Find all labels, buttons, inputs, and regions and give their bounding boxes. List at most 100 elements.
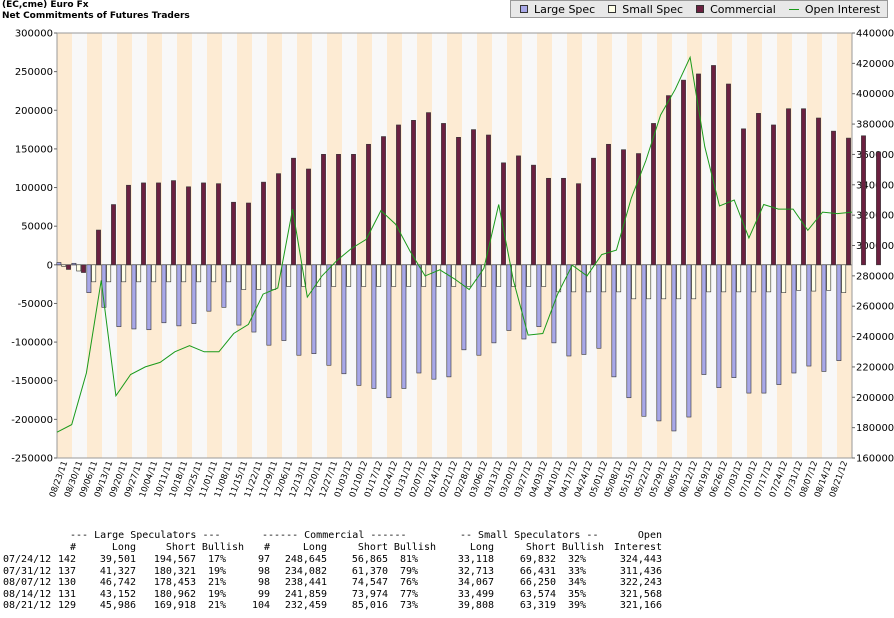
stats-table: --- Large Speculators --- ------ Commerc… bbox=[0, 530, 894, 618]
bar-commercial bbox=[456, 137, 461, 266]
stats-cell-oi: 324,443 bbox=[619, 554, 662, 565]
grid-band bbox=[252, 33, 267, 458]
bar-large-spec bbox=[671, 264, 677, 432]
bar-commercial bbox=[411, 120, 416, 266]
stats-cell-date: 08/07/12 bbox=[3, 577, 52, 588]
bar-commercial bbox=[771, 124, 776, 266]
bar-large-spec bbox=[836, 264, 842, 361]
stats-cell-s3: 63,574 bbox=[519, 588, 556, 600]
stats-cell-date: 07/31/12 bbox=[3, 565, 52, 577]
grid-band bbox=[87, 33, 102, 458]
left-axis-tick-label: 50000 bbox=[21, 222, 53, 233]
bar-small-spec bbox=[541, 264, 547, 287]
stats-cell-s1: 178,453 bbox=[153, 577, 196, 588]
left-axis-tick-label: -250000 bbox=[11, 454, 53, 465]
bar-small-spec bbox=[436, 264, 442, 287]
bar-commercial bbox=[711, 65, 716, 266]
bar-small-spec bbox=[646, 264, 652, 300]
stats-cell-s1: 169,918 bbox=[153, 600, 196, 611]
stats-row: 07/24/12 142 39,501 194,567 17% 97 248,645 56,8… bbox=[0, 554, 894, 566]
bar-large-spec bbox=[596, 264, 602, 349]
bar-small-spec bbox=[136, 264, 142, 283]
left-axis-tick-label: -100000 bbox=[11, 338, 53, 349]
bar-small-spec bbox=[766, 264, 772, 293]
bar-large-spec bbox=[236, 264, 242, 326]
stats-cell-n2: 98 bbox=[257, 577, 270, 588]
bar-small-spec bbox=[751, 264, 757, 293]
col-header-count: # bbox=[69, 542, 76, 553]
col-header-bullish: Bullish bbox=[201, 542, 244, 553]
bar-commercial bbox=[306, 168, 311, 266]
large-speculators-group-label: --- Large Speculators --- bbox=[70, 530, 221, 541]
bar-small-spec bbox=[361, 264, 367, 287]
bar-commercial bbox=[231, 201, 236, 266]
bar-large-spec bbox=[716, 264, 722, 388]
stats-cell-l2: 248,645 bbox=[284, 554, 327, 565]
col-header-count: # bbox=[263, 542, 270, 553]
stats-cell-b1: 19% bbox=[207, 588, 226, 600]
stats-cell-b2: 81% bbox=[399, 554, 418, 565]
bar-large-spec bbox=[731, 264, 737, 378]
bar-large-spec bbox=[116, 264, 122, 327]
bar-commercial bbox=[846, 137, 851, 266]
bar-commercial bbox=[171, 180, 176, 266]
bar-commercial bbox=[366, 143, 371, 266]
bar-large-spec bbox=[656, 264, 662, 422]
bar-commercial bbox=[111, 204, 116, 266]
stats-cell-n1: 130 bbox=[57, 577, 76, 588]
bar-commercial bbox=[141, 182, 146, 266]
stats-cell-l3: 33,118 bbox=[457, 554, 494, 565]
legend-label: Large Spec bbox=[534, 2, 596, 16]
bar-large-spec bbox=[536, 264, 542, 327]
bar-large-spec bbox=[161, 264, 167, 324]
stats-cell-l3: 39,808 bbox=[457, 600, 494, 611]
bar-small-spec bbox=[391, 264, 397, 287]
bar-commercial bbox=[816, 117, 821, 266]
stats-cell-b3: 39% bbox=[567, 600, 586, 611]
bar-small-spec bbox=[736, 264, 742, 293]
bar-small-spec bbox=[841, 264, 847, 293]
bar-commercial bbox=[66, 264, 71, 270]
bar-small-spec bbox=[466, 264, 472, 287]
bar-commercial bbox=[561, 177, 566, 266]
bar-large-spec bbox=[581, 264, 587, 355]
stats-cell-l1: 45,986 bbox=[99, 600, 136, 611]
stats-cell-n2: 99 bbox=[257, 588, 270, 600]
bar-commercial bbox=[186, 186, 191, 266]
stats-cell-date: 07/24/12 bbox=[3, 554, 52, 565]
stats-cell-s2: 74,547 bbox=[351, 577, 388, 588]
bar-small-spec bbox=[76, 264, 82, 272]
grid-band bbox=[222, 33, 237, 458]
grid-band bbox=[492, 33, 507, 458]
large-spec-swatch-icon bbox=[520, 5, 528, 13]
bar-large-spec bbox=[86, 264, 92, 293]
left-axis-tick-label: 300000 bbox=[15, 29, 53, 40]
bar-commercial bbox=[246, 202, 251, 266]
bar-small-spec bbox=[376, 264, 382, 287]
bar-small-spec bbox=[211, 264, 217, 283]
stats-cell-date: 08/14/12 bbox=[3, 588, 52, 600]
bar-large-spec bbox=[791, 264, 797, 374]
bar-commercial bbox=[591, 157, 596, 266]
open-interest-line bbox=[56, 55, 853, 433]
bar-large-spec bbox=[701, 264, 707, 375]
bar-large-spec bbox=[611, 264, 617, 378]
bar-small-spec bbox=[781, 264, 787, 293]
right-axis-tick-label: 360000 bbox=[856, 150, 894, 161]
grid-band bbox=[507, 33, 522, 458]
legend-label: Small Spec bbox=[622, 2, 684, 16]
stats-cell-l2: 232,459 bbox=[284, 600, 327, 611]
bar-small-spec bbox=[61, 264, 67, 267]
bar-commercial bbox=[426, 112, 431, 266]
commercial-group-label: ------ Commercial ------ bbox=[262, 530, 407, 541]
right-axis-tick-label: 380000 bbox=[856, 120, 894, 131]
bar-large-spec bbox=[446, 264, 452, 378]
open-interest-line-icon bbox=[788, 8, 799, 10]
bar-commercial bbox=[636, 153, 641, 266]
bar-large-spec bbox=[131, 264, 137, 330]
grid-band bbox=[237, 33, 252, 458]
right-axis-tick-label: 260000 bbox=[856, 302, 894, 313]
legend-label: Open Interest bbox=[804, 2, 881, 16]
bar-small-spec bbox=[181, 264, 187, 283]
left-axis-tick-label: -200000 bbox=[11, 415, 53, 426]
